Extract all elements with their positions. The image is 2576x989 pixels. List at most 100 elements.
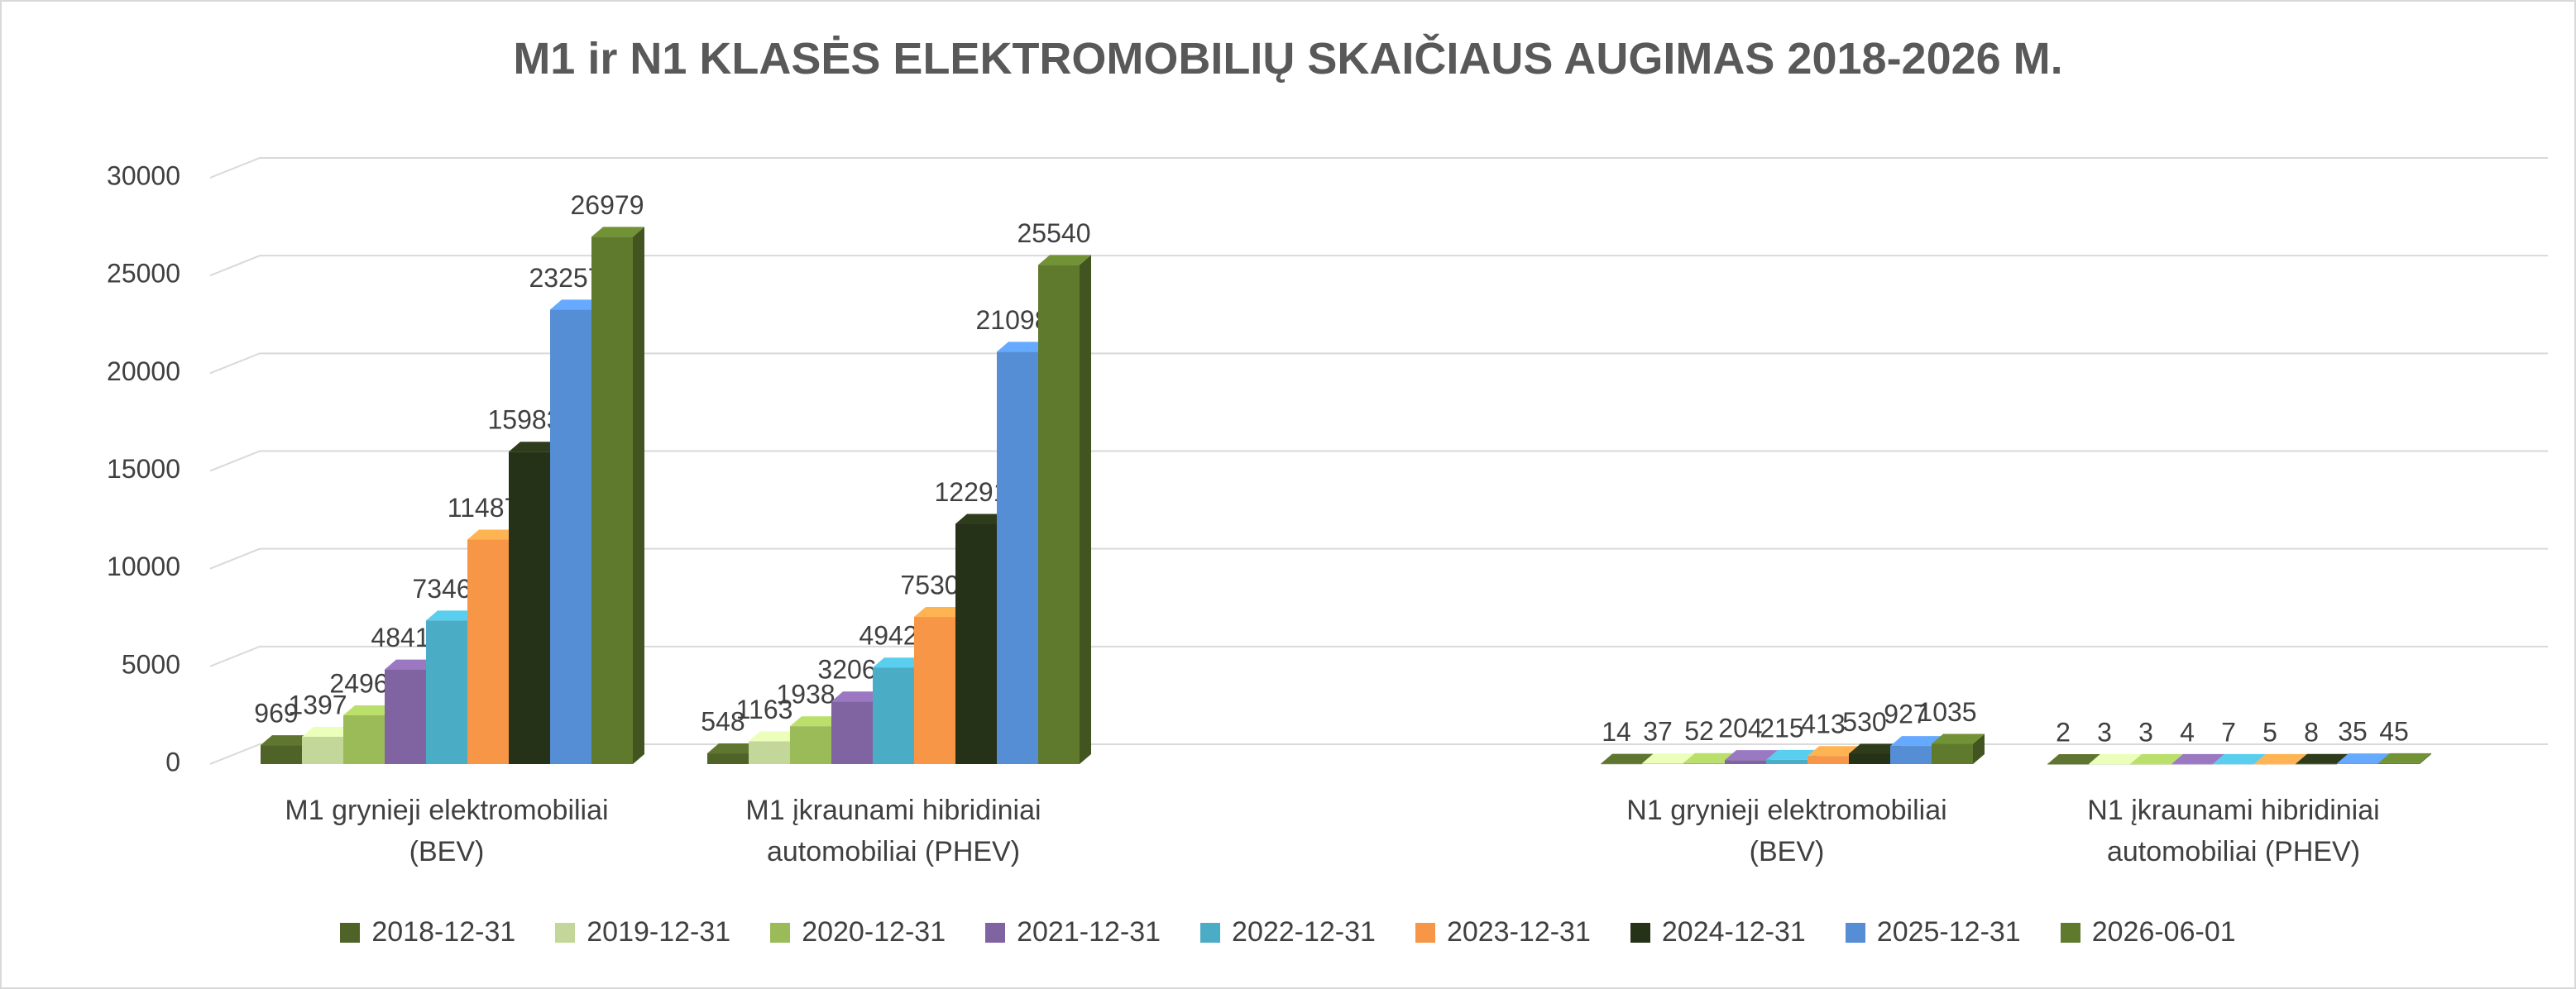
grid-line xyxy=(209,547,2548,570)
value-label: 4 xyxy=(2180,717,2195,747)
bar-top xyxy=(790,716,843,727)
bar xyxy=(2213,763,2254,765)
legend-label: 2022-12-31 xyxy=(1232,916,1376,948)
bar-top xyxy=(302,726,355,737)
bar-top xyxy=(707,743,760,754)
bar xyxy=(2130,763,2171,765)
bar-side xyxy=(2420,752,2431,764)
bar xyxy=(873,667,914,764)
value-label: 35 xyxy=(2338,717,2368,747)
y-tick-label: 30000 xyxy=(107,160,180,190)
bar-top xyxy=(2254,753,2307,764)
legend-swatch xyxy=(2060,922,2080,943)
bar xyxy=(2296,763,2337,765)
y-tick-label: 10000 xyxy=(107,552,180,581)
legend-label: 2020-12-31 xyxy=(802,916,946,948)
legend-item: 2019-12-31 xyxy=(555,916,730,948)
x-tick-label: M1 įkraunami hibridiniai automobiliai (P… xyxy=(745,795,1041,867)
value-label: 1938 xyxy=(776,680,835,710)
value-label: 1163 xyxy=(736,695,793,724)
bar-top xyxy=(426,610,479,621)
bar xyxy=(914,617,955,764)
grid-line xyxy=(209,450,2548,472)
bar-top xyxy=(2378,752,2431,763)
bar-top xyxy=(873,657,926,668)
bar-top xyxy=(997,342,1050,352)
x-tick-label: N1 grynieji elektromobiliai (BEV) xyxy=(1626,795,1947,867)
legend-swatch xyxy=(340,922,361,943)
y-tick-label: 5000 xyxy=(122,649,180,679)
legend-swatch xyxy=(1415,922,1435,943)
grid-line xyxy=(209,352,2548,375)
legend-item: 2022-12-31 xyxy=(1200,916,1376,948)
y-tick-label: 0 xyxy=(165,747,180,776)
bar xyxy=(426,620,467,764)
bar xyxy=(1808,756,1849,764)
y-tick-label: 25000 xyxy=(107,259,180,289)
bar xyxy=(1725,760,1766,764)
value-label: 45 xyxy=(2379,716,2409,746)
value-label: 204 xyxy=(1718,714,1762,743)
value-label: 26979 xyxy=(571,190,644,220)
bar xyxy=(1932,743,1973,764)
legend-item: 2018-12-31 xyxy=(340,916,515,948)
bar xyxy=(1601,763,1642,765)
value-label: 3 xyxy=(2097,717,2112,747)
value-label: 23257 xyxy=(529,263,603,293)
bar-top xyxy=(2047,753,2100,764)
bar-top xyxy=(2130,753,2183,764)
bar-top xyxy=(1849,743,1902,754)
bar-top xyxy=(1642,753,1695,764)
grid-line xyxy=(209,645,2548,667)
legend-item: 2026-06-01 xyxy=(2060,916,2236,948)
bar-top xyxy=(955,514,1008,524)
bar-top xyxy=(261,735,314,746)
value-label: 25540 xyxy=(1017,218,1091,248)
bar-top xyxy=(1725,750,1778,761)
value-label: 37 xyxy=(1643,717,1673,747)
bar xyxy=(1766,759,1808,764)
bar xyxy=(467,539,509,764)
value-label: 548 xyxy=(701,707,745,737)
value-label: 21098 xyxy=(976,305,1050,335)
legend-label: 2023-12-31 xyxy=(1446,916,1591,948)
value-label: 4942 xyxy=(859,621,917,651)
legend-label: 2018-12-31 xyxy=(371,916,516,948)
chart-title: M1 ir N1 KLASĖS ELEKTROMOBILIŲ SKAIČIAUS… xyxy=(513,34,2063,84)
value-label: 530 xyxy=(1842,707,1886,737)
legend-item: 2021-12-31 xyxy=(985,916,1161,948)
value-label: 7 xyxy=(2221,717,2236,747)
value-label: 927 xyxy=(1884,700,1927,729)
value-label: 12291 xyxy=(935,477,1008,507)
bar-top xyxy=(385,659,438,670)
bar xyxy=(707,753,749,764)
value-label: 413 xyxy=(1801,710,1845,739)
bar xyxy=(2337,763,2378,764)
y-tick-label: 15000 xyxy=(107,454,180,484)
bar xyxy=(2378,762,2420,764)
bar xyxy=(591,236,633,764)
bar-top xyxy=(550,299,603,310)
legend-label: 2025-12-31 xyxy=(1876,916,2021,948)
legend: 2018-12-31 2019-12-31 2020-12-31 2021-12-31… xyxy=(0,916,2576,948)
legend-label: 2019-12-31 xyxy=(587,916,731,948)
bar-top xyxy=(2213,753,2266,764)
bar-top xyxy=(591,227,644,237)
bar-top xyxy=(2296,753,2349,764)
bar xyxy=(261,745,302,764)
bar xyxy=(1642,763,1683,764)
value-label: 2 xyxy=(2056,717,2071,747)
bar xyxy=(2089,763,2130,765)
bar xyxy=(1890,746,1932,764)
legend-label: 2021-12-31 xyxy=(1017,916,1161,948)
grid-line xyxy=(209,157,2548,179)
bar-top xyxy=(1932,733,1985,744)
x-tick-label: M1 grynieji elektromobiliai (BEV) xyxy=(285,795,609,867)
bar xyxy=(302,736,343,764)
bar-top xyxy=(509,442,562,452)
bar-top xyxy=(343,705,396,716)
x-tick-label: N1 įkraunami hibridiniai automobiliai (P… xyxy=(2087,795,2380,867)
value-label: 8 xyxy=(2304,717,2319,747)
